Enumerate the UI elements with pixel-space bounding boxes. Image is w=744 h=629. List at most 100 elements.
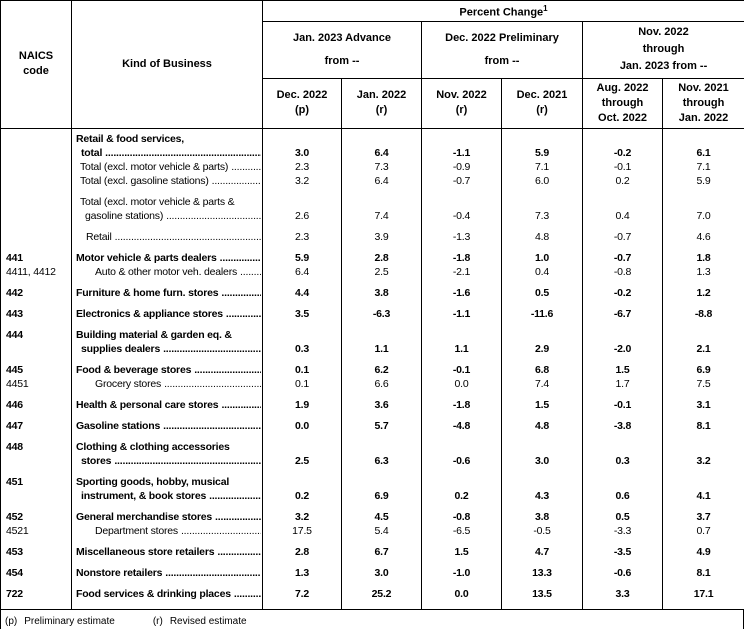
naics-code-cell: 442 xyxy=(0,278,72,300)
group-header-line: Jan. 2023 Advance xyxy=(292,31,392,44)
value-cell: 7.4 xyxy=(501,376,583,391)
col-header-line: Dec. 2022 xyxy=(276,89,328,102)
dot-leader xyxy=(163,342,261,356)
value-cell: -1.8 xyxy=(421,243,502,265)
naics-code-header: NAICS code xyxy=(0,0,72,129)
value-cell: 13.3 xyxy=(501,558,583,580)
table-row: Total (excl. motor vehicle & parts)2.37.… xyxy=(0,159,744,174)
naics-code-cell: 448 xyxy=(0,432,72,468)
value-cell: -8.8 xyxy=(661,299,744,321)
dot-leader xyxy=(115,230,261,244)
table-row: Total (excl. gasoline stations) 3.26.4-0.… xyxy=(0,173,744,188)
dot-leader xyxy=(163,419,261,433)
value-cell: 0.7 xyxy=(661,523,744,538)
value-cell: -0.7 xyxy=(421,173,502,188)
value-cell: 0.4 xyxy=(582,187,663,223)
col-header-aug-2022-through-oct-2022: Aug. 2022 through Oct. 2022 xyxy=(582,77,663,129)
business-label: stores xyxy=(81,454,112,467)
value-cell: -0.6 xyxy=(421,432,502,468)
col-header-jan-2022-r: Jan. 2022 (r) xyxy=(341,77,422,129)
col-header-line: Jan. 2022 xyxy=(678,111,729,124)
business-label: Auto & other motor veh. dealers xyxy=(95,265,238,278)
value-cell: 6.4 xyxy=(262,264,342,279)
value-cell: -0.7 xyxy=(582,222,663,244)
naics-code-cell: 4521 xyxy=(0,523,72,538)
naics-code-cell: 722 xyxy=(0,579,72,610)
value-cell: -0.2 xyxy=(582,278,663,300)
naics-code-cell: 4451 xyxy=(0,376,72,391)
value-cell: 4.4 xyxy=(262,278,342,300)
business-label-cell: Sporting goods, hobby, musical instrument… xyxy=(71,467,263,503)
table-row: 446 Health & personal care stores 1.93.6-1… xyxy=(0,390,744,412)
dot-leader xyxy=(240,265,261,279)
value-cell: 5.9 xyxy=(501,128,583,160)
dot-leader xyxy=(215,510,261,524)
value-cell: 3.8 xyxy=(501,502,583,524)
col-header-dec-2022-p: Dec. 2022 (p) xyxy=(262,77,342,129)
col-header-line: (r) xyxy=(375,104,388,117)
col-header-line: Aug. 2022 xyxy=(596,81,649,94)
business-label-cell: Total (excl. motor vehicle & parts) xyxy=(71,159,263,174)
value-cell: 5.9 xyxy=(661,173,744,188)
business-label: Food services & drinking places xyxy=(76,587,231,600)
dot-leader xyxy=(194,363,261,377)
value-cell: -0.9 xyxy=(421,159,502,174)
table-row: Retail & food services,total3.06.4-1.15.… xyxy=(0,128,744,160)
naics-code-cell: 447 xyxy=(0,411,72,433)
business-label: supplies dealers xyxy=(81,342,161,355)
value-cell: 7.1 xyxy=(501,159,583,174)
value-cell: -1.8 xyxy=(421,390,502,412)
naics-code-cell xyxy=(0,222,72,244)
value-cell: -0.6 xyxy=(582,558,663,580)
table-row: 447 Gasoline stations 0.05.7-4.84.8-3.88.1 xyxy=(0,411,744,433)
value-cell: 6.1 xyxy=(661,128,744,160)
table-row: 441 Motor vehicle & parts dealers 5.92.8-1… xyxy=(0,243,744,265)
naics-code-cell: 445 xyxy=(0,355,72,377)
footnote-superscript: 1 xyxy=(543,4,548,13)
percent-change-table: NAICS code Kind of Business Percent Chan… xyxy=(0,0,744,610)
value-cell: -0.1 xyxy=(582,159,663,174)
business-label-cell: Retail & food services, total xyxy=(71,128,263,160)
naics-code-cell: 4411, 4412 xyxy=(0,264,72,279)
value-cell: 2.5 xyxy=(262,432,342,468)
business-label: Food & beverage stores xyxy=(76,363,192,376)
kind-of-business-label: Kind of Business xyxy=(122,58,212,71)
col-header-line: Oct. 2022 xyxy=(598,111,647,124)
value-cell: 3.0 xyxy=(262,128,342,160)
business-label: Health & personal care stores xyxy=(76,398,219,411)
naics-code-cell: 446 xyxy=(0,390,72,412)
business-label-cell: Electronics & appliance stores xyxy=(71,299,263,321)
value-cell: 0.5 xyxy=(501,278,583,300)
value-cell: -11.6 xyxy=(501,299,583,321)
value-cell: 0.0 xyxy=(421,376,502,391)
col-group-jan-2023-advance: Jan. 2023 Advance from -- xyxy=(262,20,422,79)
value-cell: 1.5 xyxy=(501,390,583,412)
business-label-cell: Health & personal care stores xyxy=(71,390,263,412)
value-cell: 6.6 xyxy=(341,376,422,391)
dot-leader xyxy=(220,251,261,265)
percent-change-header: Percent Change1 xyxy=(261,0,744,22)
group-header-line: from -- xyxy=(324,54,360,67)
table-body: Retail & food services,total3.06.4-1.15.… xyxy=(0,128,744,610)
value-cell: 7.2 xyxy=(262,579,342,610)
table-row: 442 Furniture & home furn. stores 4.43.8-1… xyxy=(0,278,744,300)
business-label-cell: Clothing & clothing accessories stores xyxy=(71,432,263,468)
value-cell: -3.3 xyxy=(582,523,663,538)
value-cell: 6.3 xyxy=(341,432,422,468)
value-cell: 0.0 xyxy=(262,411,342,433)
table-row: Retail 2.33.9-1.34.8-0.74.6 xyxy=(0,222,744,244)
value-cell: -2.0 xyxy=(582,320,663,356)
dot-leader xyxy=(226,307,261,321)
business-label: Total (excl. motor vehicle & parts) xyxy=(80,160,229,173)
table-row: 4521 Department stores 17.55.4-6.5-0.5-3.3… xyxy=(0,523,744,538)
footnotes: (p) Preliminary estimate (r) Revised est… xyxy=(0,609,744,629)
business-label: General merchandise stores xyxy=(76,510,213,523)
value-cell: 3.0 xyxy=(501,432,583,468)
business-label: Gasoline stations xyxy=(76,419,161,432)
value-cell: 6.7 xyxy=(341,537,422,559)
value-cell: 3.7 xyxy=(661,502,744,524)
value-cell: -1.6 xyxy=(421,278,502,300)
value-cell: 1.3 xyxy=(661,264,744,279)
business-label-cell: Grocery stores xyxy=(71,376,263,391)
